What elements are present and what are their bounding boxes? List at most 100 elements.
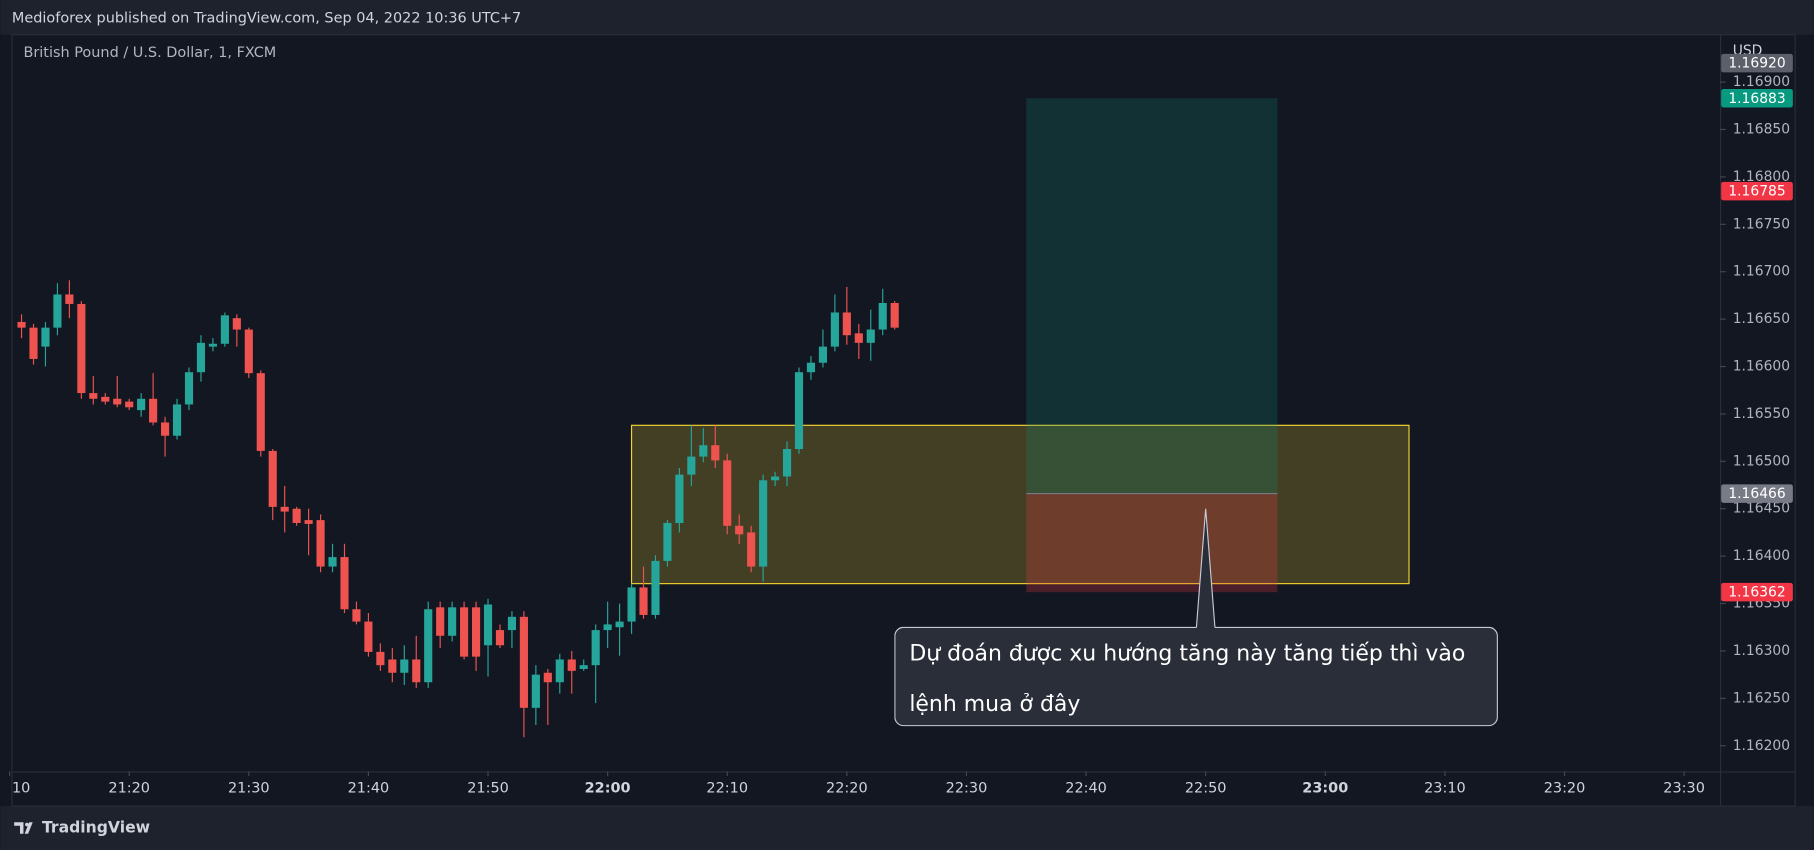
candle-body [543,672,552,683]
x-tick-label: 22:00 [585,781,631,797]
candle-body [603,624,612,631]
candle-body [471,607,481,657]
candle-body [328,557,337,567]
candle-body [794,372,804,450]
price-badge [1721,53,1793,73]
candle-body [113,398,122,405]
candle-body [125,401,134,408]
candle-body [639,587,648,615]
candle-body [519,616,528,708]
candle-body [735,525,744,535]
candle-body [208,343,217,347]
candle-body [483,604,493,646]
x-tick-label: 22:30 [946,781,988,797]
loss-zone [1026,493,1278,593]
brand-logo [14,822,33,834]
candle-body [17,321,26,328]
y-tick-label: 1.16500 [1733,453,1790,469]
price-badge-label: 1.16466 [1728,486,1785,502]
top-bar [0,0,1814,35]
candle-body [137,398,146,411]
y-tick-label: 1.16250 [1733,690,1790,706]
y-tick-label: 1.16550 [1733,406,1790,422]
candle-body [220,315,229,344]
y-tick-label: 1.16450 [1733,501,1790,517]
candle-body [77,303,86,394]
y-tick-label: 1.16400 [1733,548,1790,564]
candle-body [412,659,421,683]
y-tick-label: 1.16750 [1733,216,1790,232]
candle-body [866,329,875,343]
price-badge [1721,582,1793,602]
candle-body [759,480,768,567]
candle-body [244,329,253,374]
candle-body [651,560,660,615]
y-tick-label: 1.16700 [1733,264,1790,280]
candle-body [711,445,720,461]
annotation-box: Dự đoán được xu hướng tăng này tăng tiếp… [894,626,1498,727]
candle-body [567,659,576,671]
brand: TradingView [42,819,150,837]
candle-body [675,474,684,523]
publisher: Medioforex published on TradingView.com,… [12,11,521,27]
candle-body [723,460,732,526]
candle-body [424,609,433,683]
x-tick-label: 21:20 [108,781,150,797]
candle-body [591,630,600,666]
candle-body [400,659,409,673]
candle-body [256,373,265,451]
y-tick-label: 1.16850 [1733,122,1790,138]
candle-body [555,659,564,683]
candle-body [615,621,624,628]
candle-body [771,476,780,481]
candle-body [268,450,277,507]
candle-body [316,520,325,567]
candle-body [53,294,62,328]
candle-body [101,396,110,402]
candle-body [232,318,241,330]
candle-body [806,362,816,373]
candle-body [460,607,469,657]
candle-body [352,609,361,622]
candle-body [747,532,756,567]
candle-body [436,607,445,636]
price-badge [1721,484,1793,503]
price-badge [1721,88,1793,108]
candle-body [448,607,457,636]
candle-body [495,630,505,646]
candle-body [304,520,313,524]
candle-body [388,659,397,673]
candle-body [196,342,206,373]
candle-body [29,327,38,359]
candle-body [687,456,696,475]
annotation-pointer [1196,508,1215,629]
price-badge-label: 1.16362 [1728,585,1785,601]
candle-body [579,665,588,669]
candle-body [842,312,851,336]
profit-zone [1026,98,1278,494]
annotation-text: Dự đoán được xu hướng tăng này tăng tiếp… [894,626,1498,727]
candle-body [663,522,672,561]
candle-body [782,449,792,477]
symbol-title: British Pound / U.S. Dollar, 1, FXCM [23,45,276,61]
x-tick-label: 10 [12,781,30,797]
candle-body [41,327,50,347]
candle-body [184,372,194,405]
y-tick-label: 1.16600 [1733,359,1790,375]
candle-body [699,445,708,457]
candle-body [292,508,301,523]
candle-body [65,294,74,304]
price-badge [1721,181,1793,201]
candle-body [280,506,289,512]
frame [11,34,1796,807]
candle-body [830,312,839,347]
x-tick-label: 23:20 [1544,781,1586,797]
candle-body [890,303,899,328]
candle-body [507,616,517,631]
annotation-pointer-edge [1195,508,1216,628]
x-tick-label: 23:30 [1663,781,1705,797]
x-tick-label: 21:40 [348,781,390,797]
plot-area [17,98,1410,738]
